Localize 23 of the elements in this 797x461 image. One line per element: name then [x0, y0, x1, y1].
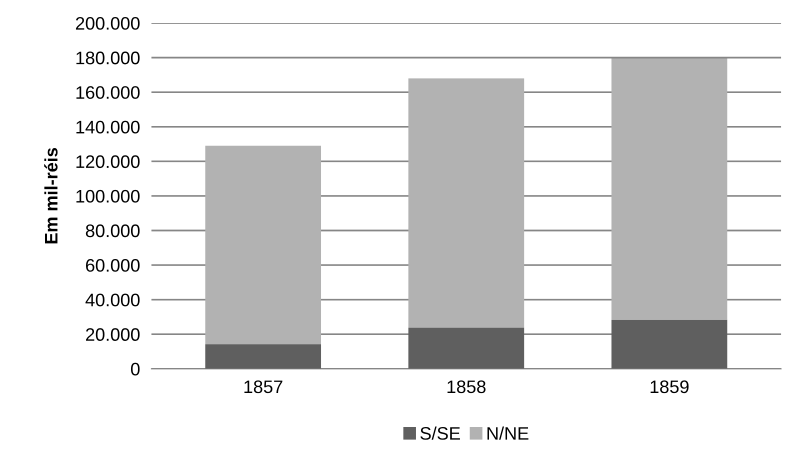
y-tick-label: 80.000 — [86, 224, 140, 238]
bar — [408, 328, 524, 369]
y-tick-label: 0 — [130, 362, 140, 376]
y-tick-label: 20.000 — [86, 328, 140, 341]
y-tick-label: 120.000 — [76, 155, 140, 168]
y-tick-label: 200.000 — [76, 16, 140, 30]
y-tick-label: 60.000 — [86, 259, 140, 272]
y-tick-label: 140.000 — [76, 120, 140, 134]
x-tick-label: 1859 — [650, 380, 689, 394]
y-tick-label: 100.000 — [76, 190, 140, 203]
bar — [205, 146, 322, 344]
bar — [205, 344, 322, 369]
bar — [611, 58, 728, 320]
legend-label: S/SE — [420, 426, 460, 440]
bar — [611, 320, 728, 369]
legend-label: N/NE — [487, 426, 528, 440]
bar — [408, 78, 524, 328]
y-axis-title: Em mil-réis — [44, 148, 58, 244]
y-tick-label: 40.000 — [86, 294, 140, 306]
y-tick-label: 180.000 — [76, 52, 140, 64]
x-tick-label: 1858 — [448, 380, 486, 394]
y-tick-label: 160.000 — [76, 86, 140, 99]
x-tick-label: 1857 — [244, 380, 282, 394]
